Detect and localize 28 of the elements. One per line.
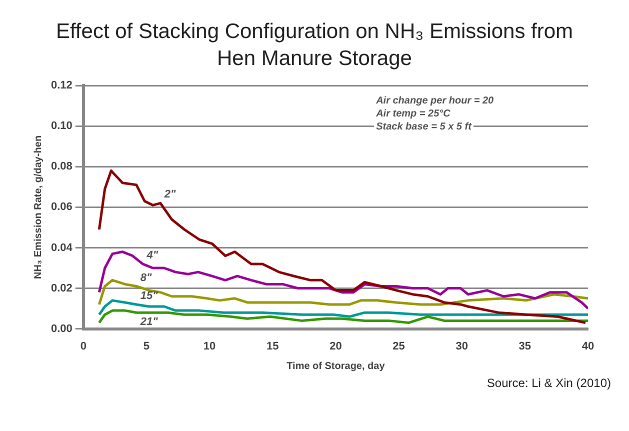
y-axis-title: NH₃ Emission Rate, g/day-hen [32,135,44,279]
chart-title: Effect of Stacking Configuration on NH₃ Emissions from Hen Manure Storage [54,19,574,72]
annotation: Air temp = 25°C [375,108,452,120]
x-tick-label: 15 [266,340,279,352]
x-axis-title: Time of Storage, day [286,360,386,372]
annotation: Stack base = 5 x 5 ft [376,121,472,132]
x-tick-label: 40 [582,340,594,352]
y-tick-label: 0.02 [50,282,72,294]
y-tick-label: 0.06 [50,201,72,214]
x-tick-label: 5 [143,340,150,352]
x-tick-label: 10 [203,340,216,352]
source-note: Source: Li & Xin (2010) [486,376,612,390]
y-tick-label: 0.12 [50,80,72,92]
x-tick-label: 35 [518,340,532,352]
y-tick-label: 0.00 [50,322,72,335]
x-tick-label: 30 [456,340,468,352]
series-label: 2" [163,188,176,201]
series-label: 21" [139,316,159,328]
x-tick-label: 20 [330,340,342,352]
x-tick-label: 25 [392,340,405,352]
annotation: Air change per hour = 20 [375,95,494,106]
series-label: 4" [146,249,159,262]
y-tick-label: 0.10 [50,120,72,132]
y-tick-label: 0.04 [50,242,74,254]
series-label: 8" [140,272,153,284]
x-tick-label: 0 [80,340,86,352]
series-label: 15" [140,290,159,302]
y-tick-label: 0.08 [50,160,72,173]
